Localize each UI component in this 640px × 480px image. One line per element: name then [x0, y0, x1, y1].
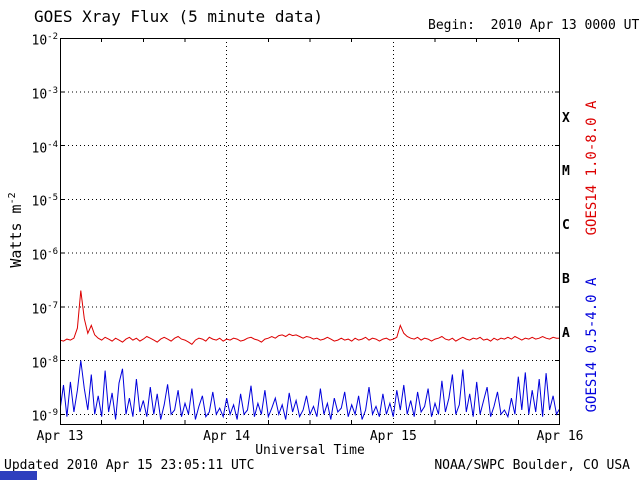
x-axis-title: Universal Time: [255, 443, 365, 458]
y-tick-label: 10-5: [31, 193, 59, 210]
y-tick-label: 10-8: [31, 354, 59, 371]
flare-class-c: C: [562, 218, 570, 234]
gridlines: [60, 38, 560, 425]
x-tick-label: Apr 14: [203, 429, 251, 444]
begin-timestamp: Begin: 2010 Apr 13 0000 UTC: [428, 18, 640, 33]
flare-class-b: B: [562, 271, 570, 287]
flare-class-x: X: [562, 110, 570, 126]
plot-area: [59, 37, 561, 425]
x-tick-label: Apr 15: [369, 429, 417, 444]
y-tick-label: 10-4: [31, 139, 59, 156]
short-channel-series-line: [59, 360, 561, 420]
credit-text: NOAA/SWPC Boulder, CO USA: [434, 458, 630, 473]
x-tick-label: Apr 13: [36, 429, 84, 444]
series-label-long-channel: GOES14 1.0-8.0 A: [584, 100, 600, 236]
plot-border: [60, 38, 560, 425]
y-tick-label: 10-6: [31, 247, 59, 264]
partial-blue-element[interactable]: [0, 471, 37, 480]
chart-title: GOES Xray Flux (5 minute data): [34, 7, 323, 26]
long-channel-series-line: [59, 290, 560, 345]
updated-timestamp: Updated 2010 Apr 15 23:05:11 UTC: [4, 458, 255, 473]
y-tick-label: 10-7: [31, 300, 59, 318]
flare-class-m: M: [562, 164, 570, 180]
y-tick-label: 10-9: [31, 408, 59, 425]
y-tick-label: 10-2: [31, 32, 59, 49]
tick-marks: [60, 37, 560, 425]
series-label-short-channel: GOES14 0.5-4.0 A: [584, 277, 600, 413]
flare-class-a: A: [562, 325, 570, 341]
y-tick-label: 10-3: [31, 85, 59, 103]
x-tick-label: Apr 16: [536, 429, 584, 444]
xray-flux-chart: [59, 37, 561, 425]
